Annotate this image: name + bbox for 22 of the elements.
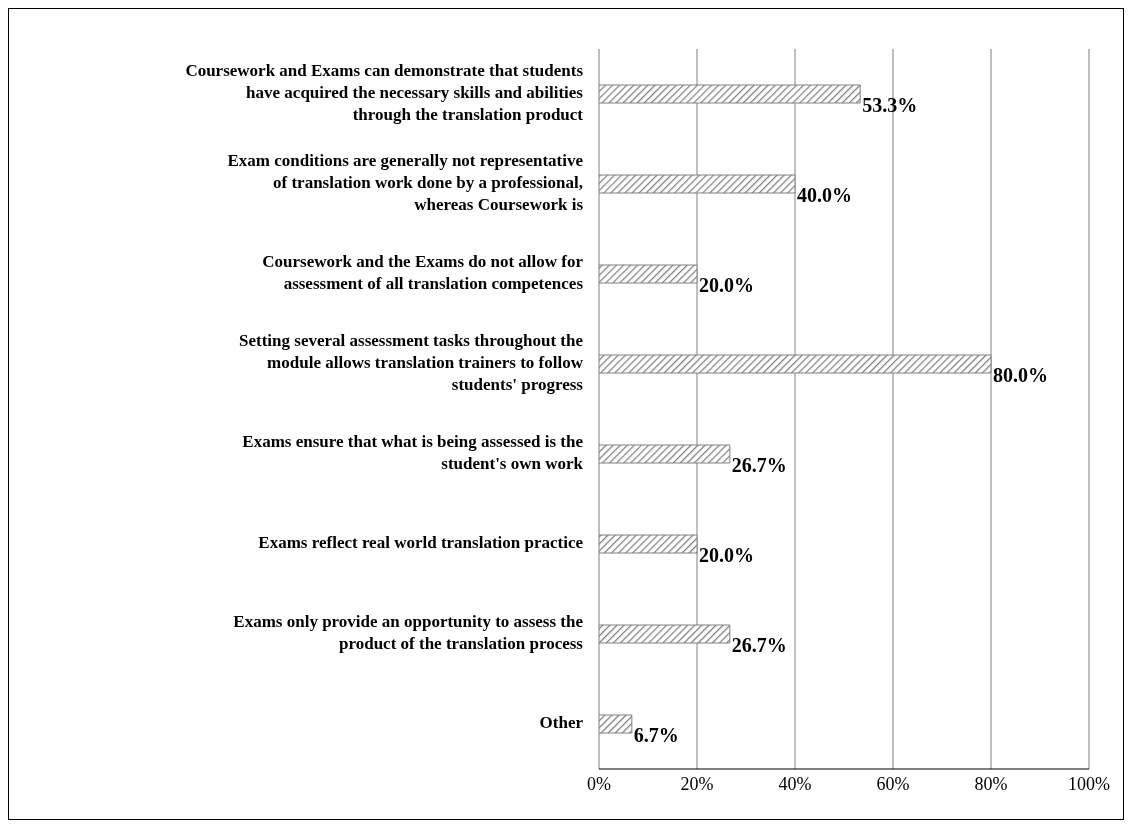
- x-tick-label: 60%: [876, 773, 910, 794]
- data-label: 26.7%: [731, 454, 787, 476]
- x-tick-label: 0%: [587, 773, 611, 794]
- y-tick-label: Setting several assessment tasks throughout the module allows translation trainers to follow students' progress: [239, 330, 584, 394]
- x-tick-label: 40%: [778, 773, 812, 794]
- data-label: 20.0%: [699, 274, 754, 296]
- data-label: 53.3%: [862, 94, 918, 116]
- x-tick-label: 20%: [680, 773, 714, 794]
- data-label: 26.7%: [731, 634, 787, 656]
- x-tick-label: 80%: [974, 773, 1008, 794]
- y-tick-label: Exams ensure that what is being assessed is the student's own work: [242, 431, 584, 473]
- y-tick-label: Coursework and Exams can demonstrate that students have acquired the necessary skills and abilities through the translation product: [185, 60, 584, 124]
- y-tick-label: Other: [539, 712, 584, 732]
- data-label: 20.0%: [699, 544, 754, 566]
- y-tick-label: Exams reflect real world translation practice: [258, 532, 584, 552]
- data-label: 80.0%: [993, 364, 1048, 386]
- data-label: 40.0%: [797, 184, 852, 206]
- y-tick-label: Coursework and the Exams do not allow for assessment of all translation competences: [262, 251, 584, 293]
- y-tick-label: Exams only provide an opportunity to assess the product of the translation process: [233, 611, 584, 653]
- y-tick-label: Exam conditions are generally not representative of translation work done by a professional, whereas Coursework is: [227, 150, 584, 214]
- data-label: 6.7%: [633, 724, 679, 746]
- x-tick-label: 100%: [1068, 773, 1110, 794]
